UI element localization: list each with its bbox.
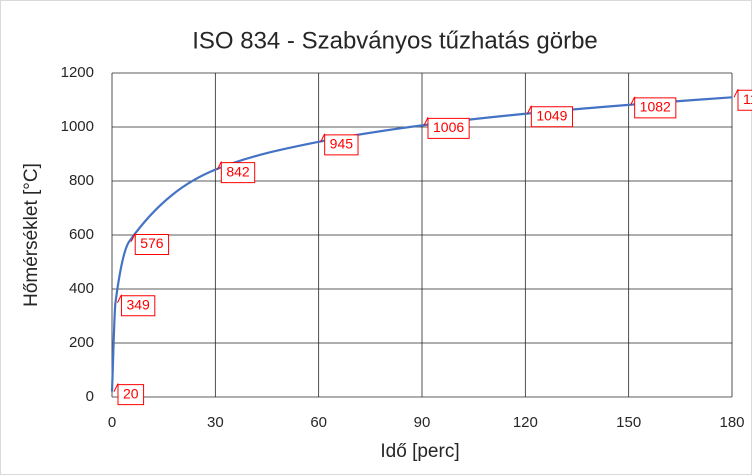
x-tick-label: 30 bbox=[207, 414, 224, 431]
data-label: 842 bbox=[216, 161, 256, 184]
data-label-text: 1082 bbox=[640, 99, 671, 115]
data-label-text: 349 bbox=[126, 296, 150, 312]
chart-title: ISO 834 - Szabványos tűzhatás görbe bbox=[192, 27, 598, 54]
data-label-text: 1006 bbox=[433, 119, 464, 135]
data-label: 1006 bbox=[423, 117, 470, 139]
data-label-text: 1110 bbox=[743, 91, 752, 107]
data-label-box bbox=[526, 105, 573, 128]
y-tick-label: 1000 bbox=[61, 118, 94, 135]
x-tick-label: 0 bbox=[108, 414, 116, 431]
data-label-box bbox=[216, 161, 256, 184]
data-label-box bbox=[320, 133, 359, 156]
x-tick-label: 120 bbox=[513, 414, 538, 431]
data-label: 349 bbox=[116, 294, 156, 317]
data-label-text: 576 bbox=[140, 235, 164, 251]
data-label: 20 bbox=[113, 383, 145, 406]
y-tick-label: 200 bbox=[69, 334, 94, 351]
data-label-text: 1049 bbox=[536, 107, 567, 123]
data-label-text: 20 bbox=[123, 385, 139, 401]
y-axis-label: Hőmérséklet [°C] bbox=[21, 163, 42, 307]
data-label-box bbox=[130, 233, 170, 255]
data-label: 945 bbox=[320, 133, 359, 156]
x-axis-label: Idő [perc] bbox=[380, 441, 459, 462]
y-tick-label: 800 bbox=[69, 172, 94, 189]
data-label: 1110 bbox=[733, 89, 752, 111]
data-label: 1049 bbox=[526, 105, 573, 128]
data-label-box bbox=[423, 117, 470, 139]
data-label-box bbox=[113, 383, 145, 406]
x-tick-label: 150 bbox=[616, 414, 641, 431]
y-tick-label: 600 bbox=[69, 226, 94, 243]
data-label-text: 842 bbox=[226, 163, 250, 179]
data-label: 576 bbox=[130, 233, 170, 255]
x-tick-label: 180 bbox=[719, 414, 744, 431]
data-label: 1082 bbox=[630, 96, 677, 119]
data-label-box bbox=[116, 294, 156, 317]
data-label-box bbox=[630, 96, 677, 119]
x-tick-label: 60 bbox=[310, 414, 327, 431]
y-tick-label: 1200 bbox=[61, 64, 94, 81]
y-tick-label: 400 bbox=[69, 280, 94, 297]
data-label-box bbox=[733, 89, 752, 111]
data-label-text: 945 bbox=[330, 136, 354, 152]
x-tick-label: 90 bbox=[414, 414, 431, 431]
y-tick-label: 0 bbox=[86, 388, 94, 405]
